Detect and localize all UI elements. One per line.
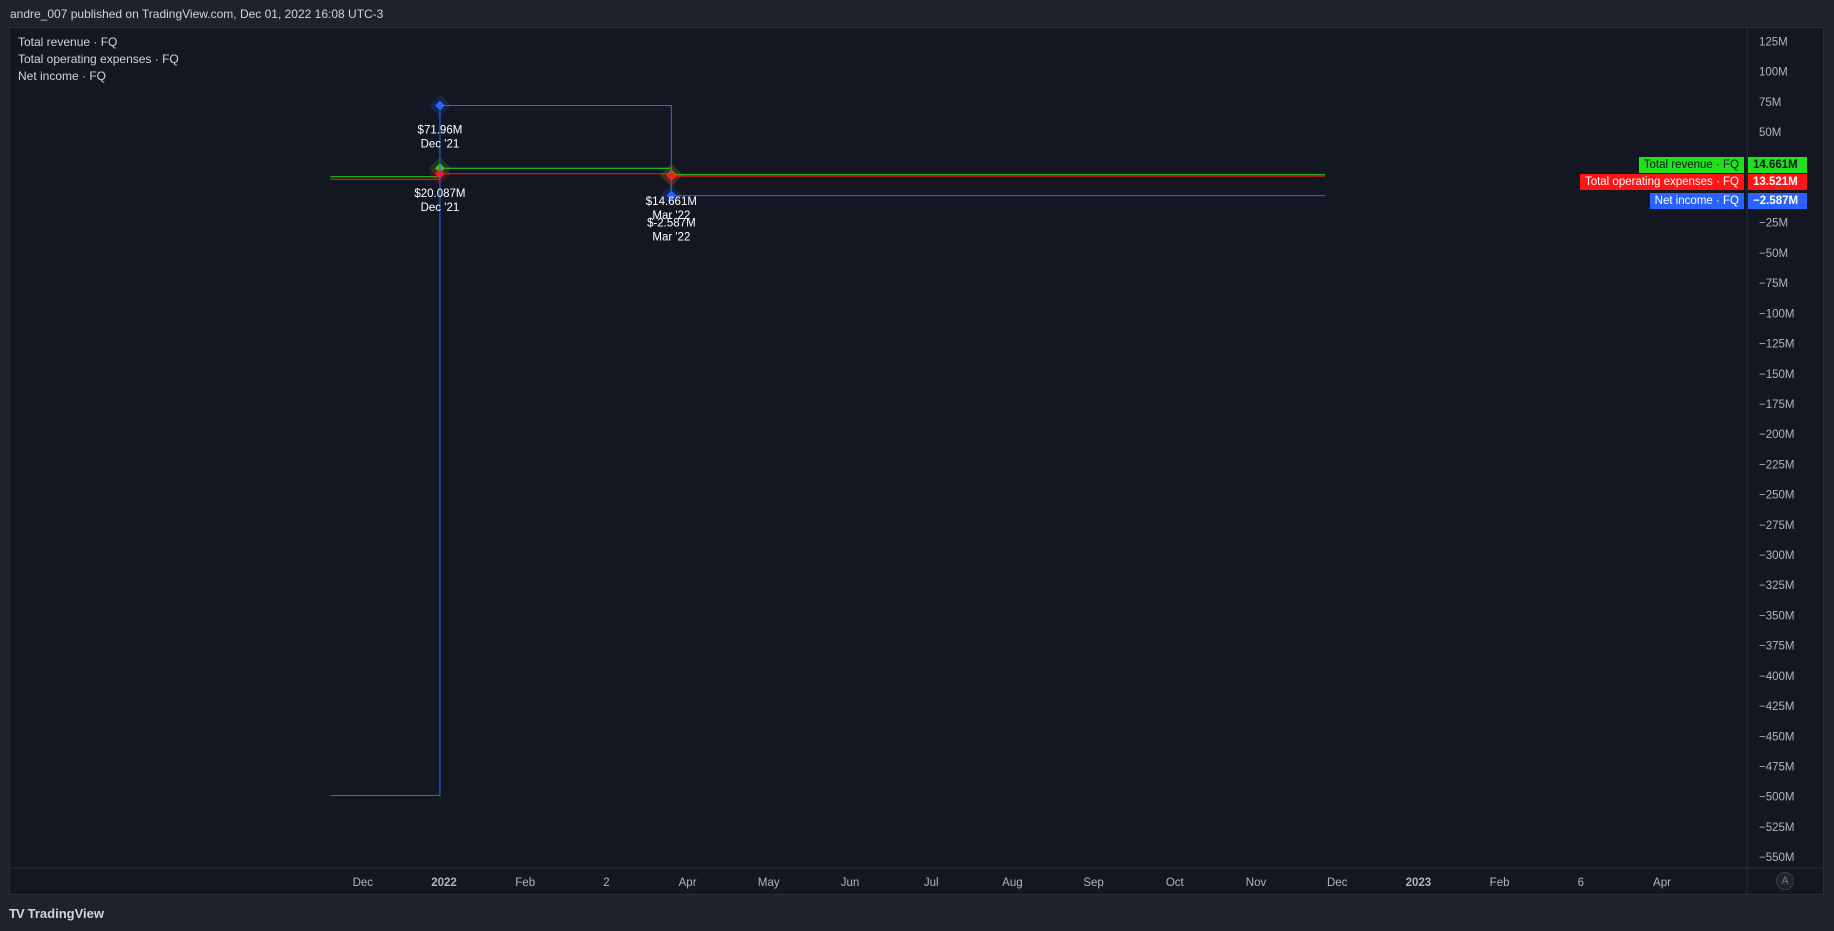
x-tick-label: Jul bbox=[924, 877, 939, 889]
publish-header: andre_007 published on TradingView.com, … bbox=[0, 0, 1834, 27]
last-value-tag: −2.587M bbox=[1748, 193, 1807, 209]
series-line bbox=[330, 167, 1326, 178]
y-tick-label: −550M bbox=[1759, 852, 1794, 864]
data-label-net-income: $71.96M bbox=[418, 125, 463, 137]
series-line bbox=[330, 105, 1326, 796]
y-tick-label: −75M bbox=[1759, 278, 1788, 290]
y-tick-label: −525M bbox=[1759, 822, 1794, 834]
data-label-revenue: $14.661M bbox=[646, 196, 697, 208]
y-tick-label: −450M bbox=[1759, 731, 1794, 743]
data-label-net-income: $-2.587M bbox=[647, 218, 696, 230]
y-tick-label: −275M bbox=[1759, 520, 1794, 532]
series-name-tag: Total revenue · FQ bbox=[1638, 157, 1744, 173]
point-marker bbox=[666, 190, 677, 201]
header-text: andre_007 published on TradingView.com, … bbox=[10, 6, 384, 21]
data-label-net-income: Dec '21 bbox=[421, 139, 460, 151]
last-value-tag: 14.661M bbox=[1748, 157, 1807, 173]
y-tick-label: −350M bbox=[1759, 610, 1794, 622]
series-name-tag: Net income · FQ bbox=[1649, 193, 1744, 209]
y-tick-label: −500M bbox=[1759, 792, 1794, 804]
brand-name: TradingView bbox=[27, 905, 104, 921]
legend-revenue[interactable]: Total revenue · FQ bbox=[18, 35, 118, 49]
y-tick-label: −50M bbox=[1759, 248, 1788, 260]
x-tick-label: Oct bbox=[1166, 877, 1185, 889]
y-tick-label: −400M bbox=[1759, 671, 1794, 683]
legend-net-income[interactable]: Net income · FQ bbox=[18, 69, 107, 83]
y-tick-label: −150M bbox=[1759, 369, 1794, 381]
data-label-revenue: Dec '21 bbox=[421, 202, 460, 214]
y-tick-label: −300M bbox=[1759, 550, 1794, 562]
y-tick-label: −225M bbox=[1759, 459, 1794, 471]
x-tick-label: 2023 bbox=[1406, 877, 1432, 889]
y-tick-label: −125M bbox=[1759, 339, 1794, 351]
data-label-net-income: Mar '22 bbox=[652, 232, 690, 244]
legend-expenses[interactable]: Total operating expenses · FQ bbox=[18, 52, 179, 66]
y-tick-label: 50M bbox=[1759, 127, 1781, 139]
chart-frame[interactable] bbox=[9, 27, 1824, 895]
y-tick-label: −425M bbox=[1759, 701, 1794, 713]
y-tick-label: −200M bbox=[1759, 429, 1794, 441]
x-tick-label: Jun bbox=[841, 877, 860, 889]
y-tick-label: −100M bbox=[1759, 308, 1794, 320]
x-tick-label: Feb bbox=[515, 877, 535, 889]
y-tick-label: −175M bbox=[1759, 399, 1794, 411]
y-tick-label: −375M bbox=[1759, 641, 1794, 653]
y-tick-label: −25M bbox=[1759, 218, 1788, 230]
y-tick-label: 100M bbox=[1759, 67, 1788, 79]
x-tick-label: Nov bbox=[1246, 877, 1267, 889]
chart-legend: Total revenue · FQ Total operating expen… bbox=[18, 34, 179, 85]
x-tick-label: Apr bbox=[679, 877, 697, 889]
y-tick-label: −325M bbox=[1759, 580, 1794, 592]
x-tick-label: Feb bbox=[1490, 877, 1510, 889]
x-tick-label: Aug bbox=[1002, 877, 1022, 889]
y-tick-label: −475M bbox=[1759, 761, 1794, 773]
auto-scale-button[interactable]: A bbox=[1776, 872, 1794, 890]
x-tick-label: 6 bbox=[1578, 877, 1584, 889]
x-tick-label: 2022 bbox=[431, 877, 457, 889]
x-tick-label: Apr bbox=[1653, 877, 1671, 889]
data-label-revenue: Mar '22 bbox=[652, 210, 690, 222]
y-tick-label: −250M bbox=[1759, 490, 1794, 502]
y-tick-label: 75M bbox=[1759, 97, 1781, 109]
data-label-revenue: $20.087M bbox=[414, 188, 465, 200]
tradingview-logo-icon: TV bbox=[9, 905, 25, 921]
x-tick-label: 2 bbox=[603, 877, 609, 889]
series-name-tag: Total operating expenses · FQ bbox=[1579, 174, 1744, 190]
series-line bbox=[330, 173, 1326, 180]
last-value-tag: 13.521M bbox=[1748, 174, 1807, 190]
x-tick-label: Dec bbox=[1327, 877, 1348, 889]
x-tick-label: May bbox=[758, 877, 780, 889]
x-tick-label: Dec bbox=[353, 877, 374, 889]
y-tick-label: 125M bbox=[1759, 36, 1788, 48]
footer-branding[interactable]: TV TradingView bbox=[9, 900, 104, 926]
x-tick-label: Sep bbox=[1083, 877, 1103, 889]
